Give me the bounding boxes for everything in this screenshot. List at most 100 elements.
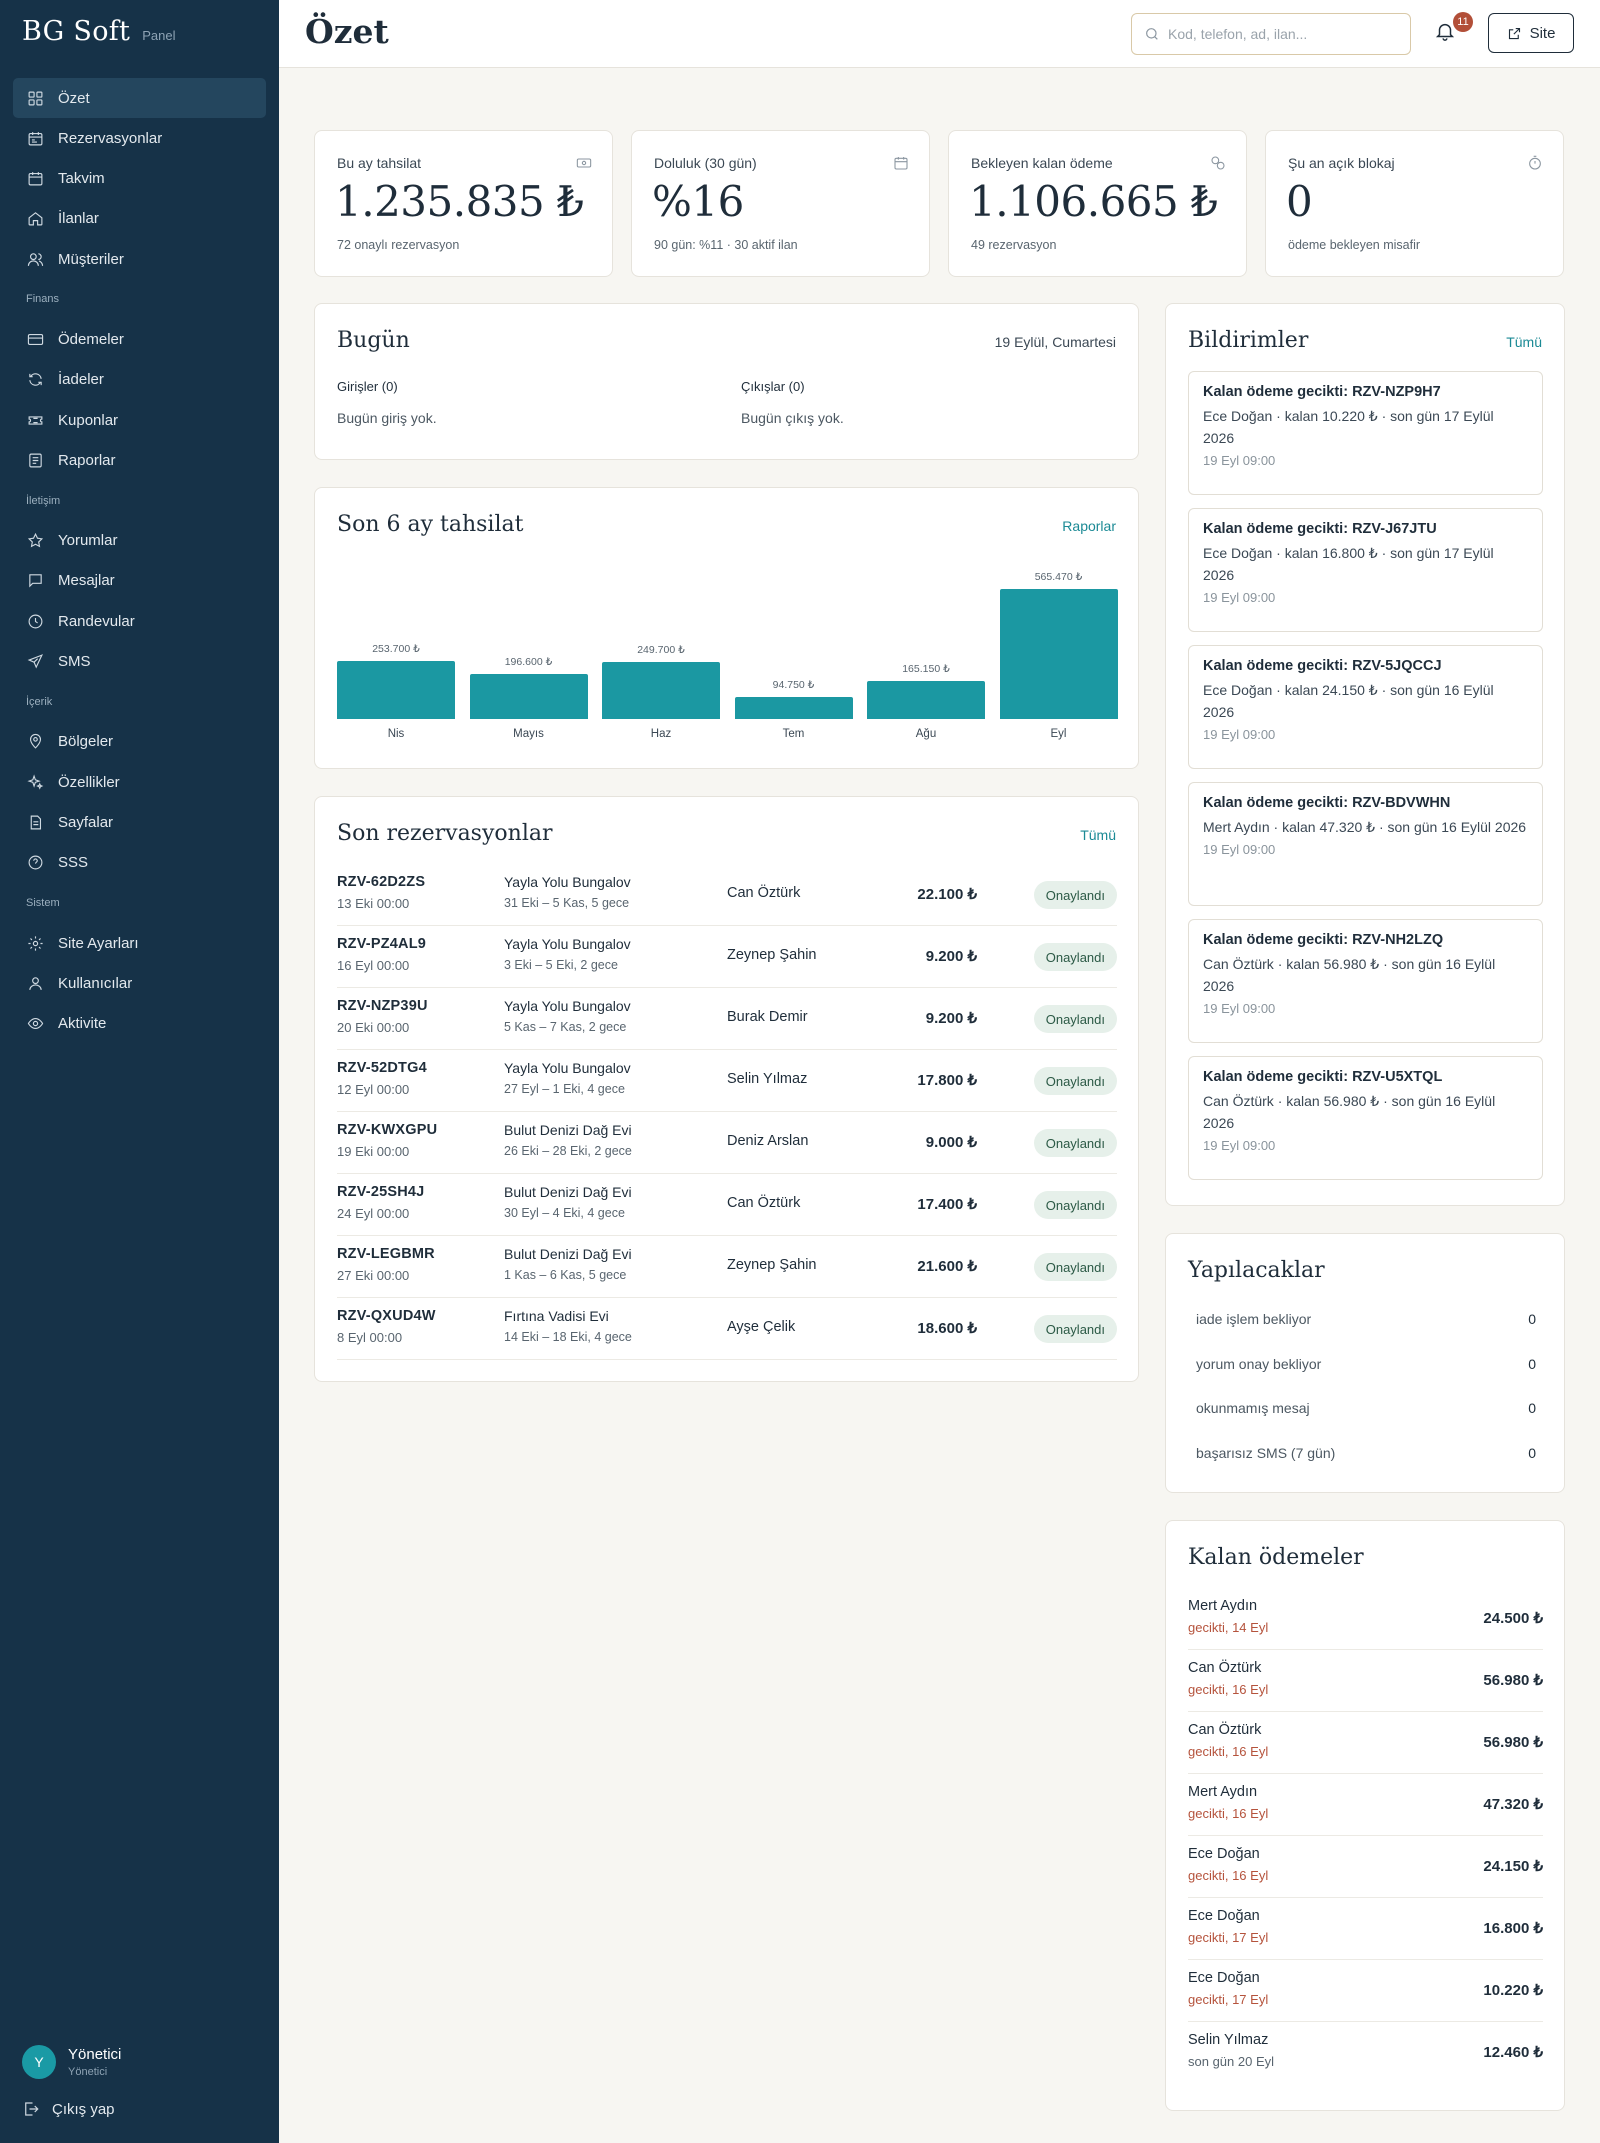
payment-amount: 16.800 ₺: [1483, 1920, 1543, 1937]
kpi-value: 1.106.665 ₺: [969, 177, 1218, 226]
nav-item-iadeler[interactable]: İadeler: [13, 360, 266, 400]
payment-due: gecikti, 16 Eyl: [1188, 1682, 1269, 1697]
nav-item-raporlar[interactable]: Raporlar: [13, 440, 266, 480]
chart-bar[interactable]: [867, 681, 985, 719]
nav-item-yorumlar[interactable]: Yorumlar: [13, 521, 266, 561]
notification-item[interactable]: Kalan ödeme gecikti: RZV-5JQCCJ Ece Doğan…: [1188, 645, 1543, 769]
table-row[interactable]: RZV-KWXGPU 19 Eki 00:00 Bulut Denizi Dağ E…: [337, 1112, 1117, 1174]
chart-bar[interactable]: [999, 589, 1118, 719]
notification-item[interactable]: Kalan ödeme gecikti: RZV-J67JTU Ece Doğan…: [1188, 508, 1543, 632]
nav-item-kullanicilar[interactable]: Kullanıcılar: [13, 963, 266, 1003]
card-title: Kalan ödemeler: [1188, 1545, 1364, 1570]
nav-item-takvim[interactable]: Takvim: [13, 159, 266, 199]
payment-row[interactable]: Ece Doğan gecikti, 17 Eyl 10.220 ₺: [1188, 1960, 1543, 2022]
payment-row[interactable]: Mert Aydın gecikti, 14 Eyl 24.500 ₺: [1188, 1588, 1543, 1650]
payment-row[interactable]: Can Öztürk gecikti, 16 Eyl 56.980 ₺: [1188, 1712, 1543, 1774]
nav-item-sms[interactable]: SMS: [13, 642, 266, 682]
reservation-code: RZV-NZP39U: [337, 998, 428, 1014]
nav-item-musteriler[interactable]: Müşteriler: [13, 239, 266, 279]
reports-link[interactable]: Raporlar: [1062, 518, 1116, 534]
nav-item-site-ayarlari[interactable]: Site Ayarları: [13, 923, 266, 963]
reservation-date: 16 Eyl 00:00: [337, 958, 410, 973]
reservation-property: Bulut Denizi Dağ Evi: [504, 1246, 632, 1262]
chart-bar[interactable]: [337, 660, 455, 719]
todo-count: 0: [1528, 1444, 1536, 1461]
search-input[interactable]: [1168, 26, 1398, 42]
site-button[interactable]: Site: [1488, 13, 1574, 53]
reservation-range: 3 Eki – 5 Eki, 2 gece: [504, 958, 618, 972]
payment-row[interactable]: Ece Doğan gecikti, 17 Eyl 16.800 ₺: [1188, 1898, 1543, 1960]
reservation-amount: 9.200 ₺: [925, 1010, 977, 1027]
reservation-range: 26 Eki – 28 Eki, 2 gece: [504, 1144, 632, 1158]
notification-time: 19 Eyl 09:00: [1203, 842, 1276, 857]
nav-item-ilanlar[interactable]: İlanlar: [13, 199, 266, 239]
todo-label: iade işlem bekliyor: [1196, 1311, 1312, 1327]
todo-count: 0: [1528, 1400, 1536, 1416]
reservation-date: 8 Eyl 00:00: [337, 1330, 403, 1345]
checkins-text: Bugün giriş yok.: [337, 410, 437, 426]
nav-item-rezervasyonlar[interactable]: Rezervasyonlar: [13, 118, 266, 158]
notification-title: Kalan ödeme gecikti: RZV-5JQCCJ: [1203, 658, 1442, 674]
payment-row[interactable]: Can Öztürk gecikti, 16 Eyl 56.980 ₺: [1188, 1650, 1543, 1712]
notification-item[interactable]: Kalan ödeme gecikti: RZV-NH2LZQ Can Öztür…: [1188, 919, 1543, 1043]
nav-label: Mesajlar: [58, 572, 115, 590]
notification-item[interactable]: Kalan ödeme gecikti: RZV-NZP9H7 Ece Doğan…: [1188, 371, 1543, 495]
notification-item[interactable]: Kalan ödeme gecikti: RZV-U5XTQL Can Öztür…: [1188, 1056, 1543, 1180]
table-row[interactable]: RZV-NZP39U 20 Eki 00:00 Yayla Yolu Bungalo…: [337, 988, 1117, 1050]
user-profile[interactable]: Y Yönetici Yönetici: [22, 2045, 121, 2079]
brand[interactable]: BG Soft Panel: [22, 16, 175, 47]
notification-title: Kalan ödeme gecikti: RZV-NZP9H7: [1203, 384, 1441, 400]
reservation-amount: 9.200 ₺: [925, 948, 977, 965]
notification-item[interactable]: Kalan ödeme gecikti: RZV-BDVWHN Mert Aydı…: [1188, 782, 1543, 906]
card-title: Bildirimler: [1188, 328, 1309, 353]
nav-item-ozellikler[interactable]: Özellikler: [13, 762, 266, 802]
kpi-label: Doluluk (30 gün): [654, 155, 757, 171]
payment-due: gecikti, 16 Eyl: [1188, 1806, 1269, 1821]
bar-category-label: Eyl: [1050, 728, 1067, 740]
table-row[interactable]: RZV-LEGBMR 27 Eki 00:00 Bulut Denizi Dağ E…: [337, 1236, 1117, 1298]
notification-body: Mert Aydın · kalan 47.320 ₺ · son gün 16…: [1203, 819, 1527, 835]
sparkles-icon: [27, 774, 44, 791]
reservation-code: RZV-25SH4J: [337, 1184, 425, 1200]
reservation-date: 19 Eki 00:00: [337, 1144, 410, 1159]
nav-item-mesajlar[interactable]: Mesajlar: [13, 561, 266, 601]
nav-item-kuponlar[interactable]: Kuponlar: [13, 400, 266, 440]
payment-row[interactable]: Mert Aydın gecikti, 16 Eyl 47.320 ₺: [1188, 1774, 1543, 1836]
nav-item-randevular[interactable]: Randevular: [13, 601, 266, 641]
bar-value-label: 249.700 ₺: [637, 643, 685, 656]
search-box[interactable]: [1131, 13, 1411, 55]
nav-item-sss[interactable]: SSS: [13, 843, 266, 883]
payment-amount: 10.220 ₺: [1483, 1982, 1543, 1999]
nav-item-ozet[interactable]: Özet: [13, 78, 266, 118]
todo-item[interactable]: iade işlem bekliyor 0: [1196, 1311, 1536, 1327]
nav-item-bolgeler[interactable]: Bölgeler: [13, 722, 266, 762]
payment-due: gecikti, 17 Eyl: [1188, 1992, 1269, 2007]
kpi-sub: 49 rezervasyon: [971, 238, 1057, 252]
table-row[interactable]: RZV-PZ4AL9 16 Eyl 00:00 Yayla Yolu Bungalo…: [337, 926, 1117, 988]
notifications-all-link[interactable]: Tümü: [1506, 334, 1542, 350]
status-badge: Onaylandı: [1033, 1315, 1117, 1343]
chart-bar[interactable]: [602, 661, 720, 719]
chart-bar[interactable]: [469, 673, 588, 719]
table-row[interactable]: RZV-QXUD4W 8 Eyl 00:00 Fırtına Vadisi Evi 1…: [337, 1298, 1117, 1360]
table-row[interactable]: RZV-62D2ZS 13 Eki 00:00 Yayla Yolu Bungalo…: [337, 864, 1117, 926]
notifications-button[interactable]: [1434, 20, 1458, 44]
todo-count: 0: [1528, 1311, 1536, 1327]
nav-item-odemeler[interactable]: Ödemeler: [13, 319, 266, 359]
payment-row[interactable]: Ece Doğan gecikti, 16 Eyl 24.150 ₺: [1188, 1836, 1543, 1898]
todo-item[interactable]: okunmamış mesaj 0: [1196, 1400, 1536, 1416]
logout-link[interactable]: Çıkış yap: [22, 2100, 115, 2118]
reservations-all-link[interactable]: Tümü: [1080, 827, 1116, 843]
payment-row[interactable]: Selin Yılmaz son gün 20 Eyl 12.460 ₺: [1188, 2022, 1543, 2084]
nav-item-sayfalar[interactable]: Sayfalar: [13, 802, 266, 842]
todo-item[interactable]: yorum onay bekliyor 0: [1196, 1356, 1536, 1372]
table-row[interactable]: RZV-52DTG4 12 Eyl 00:00 Yayla Yolu Bungalo…: [337, 1050, 1117, 1112]
todo-item[interactable]: başarısız SMS (7 gün) 0: [1196, 1445, 1536, 1461]
reservation-range: 1 Kas – 6 Kas, 5 gece: [504, 1268, 627, 1282]
nav-item-aktivite[interactable]: Aktivite: [13, 1004, 266, 1044]
chart-bar[interactable]: [734, 697, 853, 719]
message-icon: [27, 572, 44, 589]
reservation-guest: Ayşe Çelik: [727, 1319, 796, 1335]
table-row[interactable]: RZV-25SH4J 24 Eyl 00:00 Bulut Denizi Dağ E…: [337, 1174, 1117, 1236]
kpi-card-occupancy: Doluluk (30 gün) %16 90 gün: %11 · 30 ak…: [631, 130, 930, 277]
